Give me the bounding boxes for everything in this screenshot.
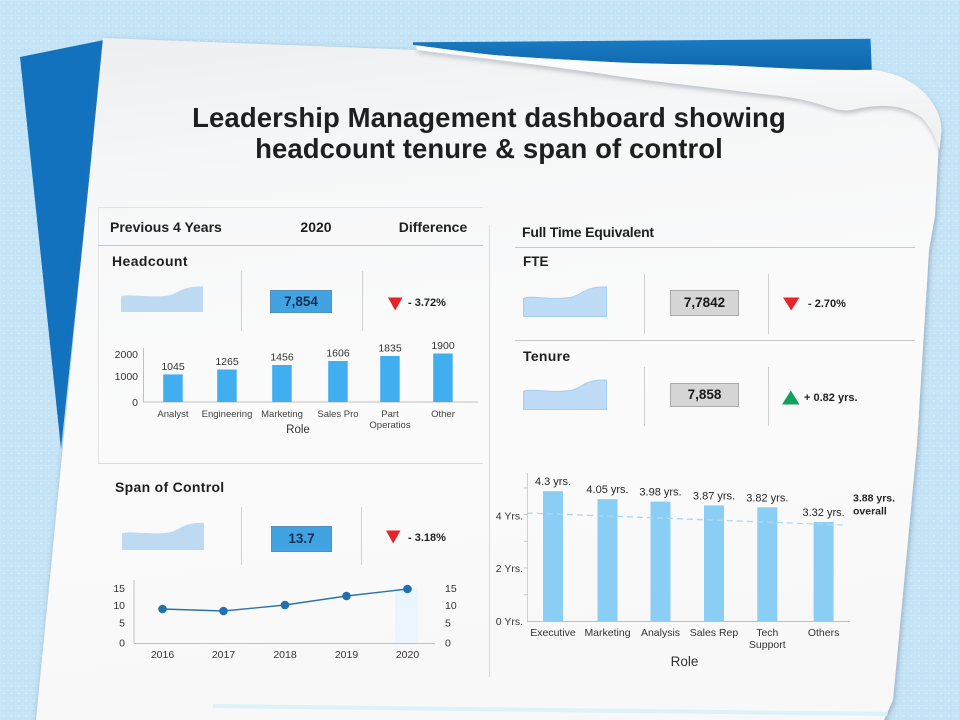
svg-text:3.82 yrs.: 3.82 yrs. bbox=[746, 493, 788, 505]
svg-text:Marketing: Marketing bbox=[584, 627, 630, 639]
svg-text:2 Yrs.: 2 Yrs. bbox=[496, 563, 523, 575]
svg-text:4.05 yrs.: 4.05 yrs. bbox=[586, 484, 628, 496]
svg-text:10: 10 bbox=[445, 600, 457, 612]
svg-text:Part: Part bbox=[381, 409, 399, 420]
svg-text:1835: 1835 bbox=[378, 343, 402, 355]
svg-text:Operatios: Operatios bbox=[369, 420, 410, 431]
svg-text:1900: 1900 bbox=[431, 340, 455, 352]
svg-text:0: 0 bbox=[445, 638, 451, 650]
svg-text:Support: Support bbox=[749, 639, 786, 651]
svg-text:2020: 2020 bbox=[396, 649, 420, 661]
svg-text:2017: 2017 bbox=[212, 649, 236, 661]
svg-text:4.3 yrs.: 4.3 yrs. bbox=[535, 476, 571, 488]
svg-text:Marketing: Marketing bbox=[261, 409, 303, 420]
svg-text:10: 10 bbox=[113, 600, 125, 612]
svg-text:2019: 2019 bbox=[335, 649, 359, 661]
svg-text:Engineering: Engineering bbox=[202, 409, 253, 420]
svg-text:Role: Role bbox=[286, 424, 310, 436]
svg-text:2018: 2018 bbox=[273, 649, 297, 661]
svg-text:Other: Other bbox=[431, 409, 455, 420]
svg-text:4 Yrs.: 4 Yrs. bbox=[496, 511, 523, 523]
svg-text:1000: 1000 bbox=[115, 371, 139, 383]
svg-text:2016: 2016 bbox=[151, 649, 175, 661]
svg-text:1606: 1606 bbox=[326, 348, 350, 360]
svg-text:Others: Others bbox=[808, 627, 840, 639]
svg-text:Executive: Executive bbox=[530, 627, 576, 639]
svg-text:3.87 yrs.: 3.87 yrs. bbox=[693, 491, 735, 503]
svg-text:0: 0 bbox=[132, 397, 138, 409]
svg-text:0 Yrs.: 0 Yrs. bbox=[496, 616, 523, 628]
svg-text:Analyst: Analyst bbox=[157, 409, 189, 420]
svg-text:3.98 yrs.: 3.98 yrs. bbox=[639, 487, 681, 499]
svg-text:5: 5 bbox=[445, 618, 451, 630]
svg-text:Tech: Tech bbox=[756, 627, 778, 639]
svg-text:5: 5 bbox=[119, 618, 125, 630]
svg-text:1456: 1456 bbox=[270, 352, 294, 364]
svg-text:0: 0 bbox=[119, 638, 125, 650]
svg-text:15: 15 bbox=[445, 583, 457, 595]
svg-text:15: 15 bbox=[113, 583, 125, 595]
svg-text:Analysis: Analysis bbox=[641, 627, 680, 639]
svg-text:Sales Pro: Sales Pro bbox=[317, 409, 358, 420]
svg-text:3.88 yrs.: 3.88 yrs. bbox=[853, 493, 895, 505]
svg-text:2000: 2000 bbox=[115, 349, 139, 361]
svg-text:3.32 yrs.: 3.32 yrs. bbox=[803, 507, 845, 519]
svg-text:Sales Rep: Sales Rep bbox=[690, 627, 739, 639]
svg-text:overall: overall bbox=[853, 506, 887, 518]
svg-text:1265: 1265 bbox=[215, 356, 239, 368]
svg-text:Role: Role bbox=[671, 654, 699, 669]
svg-text:1045: 1045 bbox=[161, 361, 185, 373]
